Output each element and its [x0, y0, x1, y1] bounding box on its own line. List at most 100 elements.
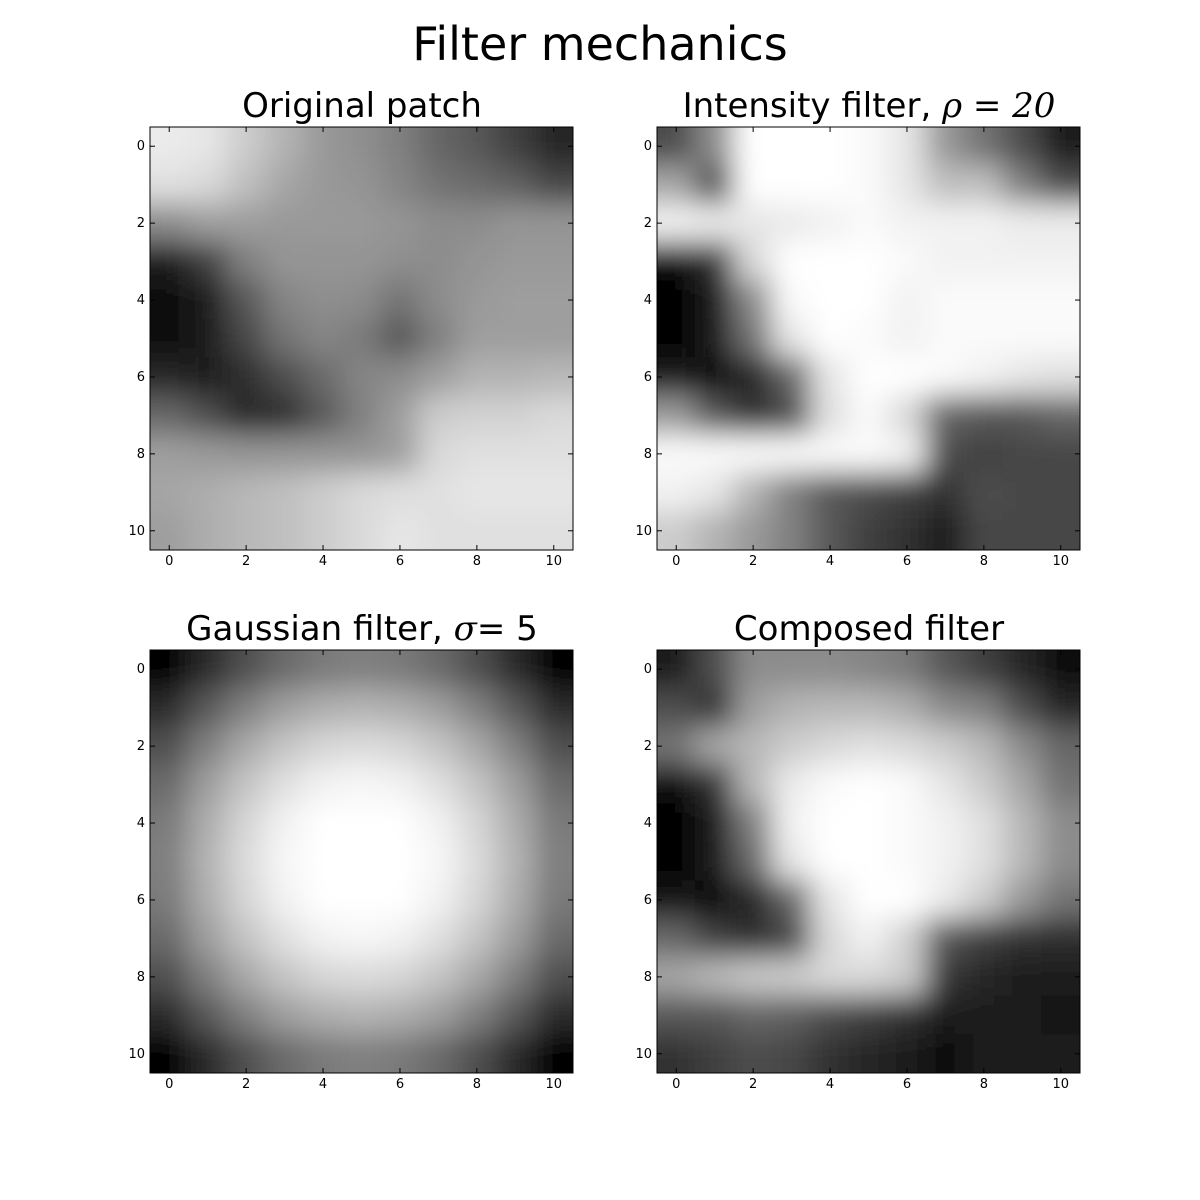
heatmap-cell	[925, 434, 966, 474]
y-tick-label: 2	[137, 739, 145, 754]
gaussian-filter-panel: Gaussian filter, σ= 5 0 2 4 6 8 10 0 2 4 6 8 10	[110, 610, 670, 1150]
heatmap-edge-pad	[657, 127, 658, 128]
heatmap-cell	[694, 434, 735, 474]
y-tick-label: 6	[137, 893, 145, 908]
heatmap-cell	[964, 995, 1004, 1036]
x-tick-label: 10	[545, 554, 562, 569]
heatmap-cell	[771, 687, 812, 728]
heatmap-cell	[380, 203, 420, 243]
heatmap-cell	[341, 880, 382, 920]
heatmap-cell	[657, 995, 696, 1036]
heatmap-cell	[226, 127, 266, 166]
heatmap-cell	[226, 164, 266, 205]
heatmap-cell	[1002, 357, 1043, 397]
panel-title: Gaussian filter, σ= 5	[150, 610, 574, 648]
heatmap-cell	[733, 357, 773, 397]
heatmap-edge-pad	[1079, 1034, 1080, 1073]
heatmap-cell	[303, 511, 343, 550]
heatmap-cell	[657, 472, 696, 513]
heatmap-cell	[418, 957, 459, 997]
heatmap-edge-pad	[657, 241, 658, 282]
heatmap-cell	[187, 127, 228, 166]
heatmap-cell	[1041, 203, 1080, 243]
heatmap-cell	[1041, 687, 1080, 728]
heatmap-cell	[694, 726, 735, 766]
x-tick-label: 6	[396, 554, 404, 569]
heatmap-cell	[1041, 511, 1080, 550]
heatmap-cell	[848, 841, 889, 882]
heatmap-cell	[771, 280, 812, 320]
heatmap-cell	[1041, 127, 1080, 166]
heatmap-edge-pad	[341, 1072, 382, 1073]
heatmap-edge-pad	[1079, 880, 1080, 920]
x-tick-label: 6	[903, 1077, 911, 1092]
heatmap-cell	[226, 841, 266, 882]
heatmap-cell	[303, 127, 343, 166]
heatmap-cell	[303, 164, 343, 205]
heatmap-cell	[810, 164, 850, 205]
heatmap-cell	[264, 434, 305, 474]
heatmap-cell	[1002, 957, 1043, 997]
heatmap-cell	[495, 803, 536, 843]
heatmap-cell	[1002, 918, 1043, 959]
heatmap-edge-pad	[150, 395, 151, 436]
original-patch-panel: Original patch 0 2 4 6 8 10 0 2 4 6 8 10	[110, 87, 670, 627]
intensity-filter-panel: Intensity filter, ρ = 20 0 2 4 6 8 10 0 2 4 6 8 10	[617, 87, 1177, 627]
heatmap-cell	[810, 280, 850, 320]
heatmap-cell	[964, 434, 1004, 474]
heatmap-cell	[810, 726, 850, 766]
heatmap-edge-pad	[1079, 803, 1080, 843]
heatmap-cell	[187, 280, 228, 320]
heatmap-cell	[1041, 280, 1080, 320]
heatmap-cell	[187, 687, 228, 728]
heatmap-cell	[1041, 164, 1080, 205]
heatmap-cell	[341, 1034, 382, 1073]
heatmap-cell	[810, 841, 850, 882]
heatmap-edge-pad	[150, 549, 151, 550]
heatmap-cell	[925, 395, 966, 436]
heatmap-cell	[457, 880, 497, 920]
heatmap-cell	[380, 127, 420, 166]
y-tick-label: 8	[137, 447, 145, 462]
heatmap-cell	[264, 880, 305, 920]
heatmap-cell	[694, 127, 735, 166]
heatmap-cell	[534, 164, 573, 205]
heatmap-edge-pad	[572, 687, 573, 728]
panel-title-text: Composed filter	[733, 609, 1005, 649]
heatmap-cell	[264, 472, 305, 513]
heatmap-cell	[848, 995, 889, 1036]
heatmap-cell	[150, 764, 189, 805]
heatmap-cell	[341, 511, 382, 550]
heatmap-edge-pad	[1079, 280, 1080, 320]
x-tick-label: 10	[1052, 554, 1069, 569]
heatmap-edge-pad	[657, 549, 658, 550]
heatmap-cell	[771, 395, 812, 436]
heatmap-cell	[264, 357, 305, 397]
heatmap-cell	[733, 434, 773, 474]
heatmap-cell	[418, 1034, 459, 1073]
heatmap-cell	[810, 203, 850, 243]
heatmap-cell	[925, 241, 966, 282]
heatmap-cell	[264, 1034, 305, 1073]
y-tick-label: 8	[644, 447, 652, 462]
heatmap-cell	[887, 880, 927, 920]
y-tick-label: 8	[137, 970, 145, 985]
heatmap-cell	[887, 280, 927, 320]
heatmap-edge-pad	[657, 318, 658, 359]
heatmap-cell	[303, 434, 343, 474]
heatmap-edge-pad	[150, 687, 151, 728]
heatmap-raster	[150, 127, 573, 550]
heatmap-cell	[457, 687, 497, 728]
heatmap-edge-pad	[925, 549, 966, 550]
heatmap-cell	[380, 726, 420, 766]
heatmap-edge-pad	[150, 764, 151, 805]
y-tick-label: 6	[644, 893, 652, 908]
heatmap-cell	[534, 841, 573, 882]
heatmap-cell	[226, 764, 266, 805]
heatmap-cell	[418, 995, 459, 1036]
heatmap-cell	[848, 764, 889, 805]
heatmap-cell	[848, 280, 889, 320]
heatmap-cell	[1002, 995, 1043, 1036]
heatmap-cell	[733, 957, 773, 997]
heatmap-cell	[771, 803, 812, 843]
